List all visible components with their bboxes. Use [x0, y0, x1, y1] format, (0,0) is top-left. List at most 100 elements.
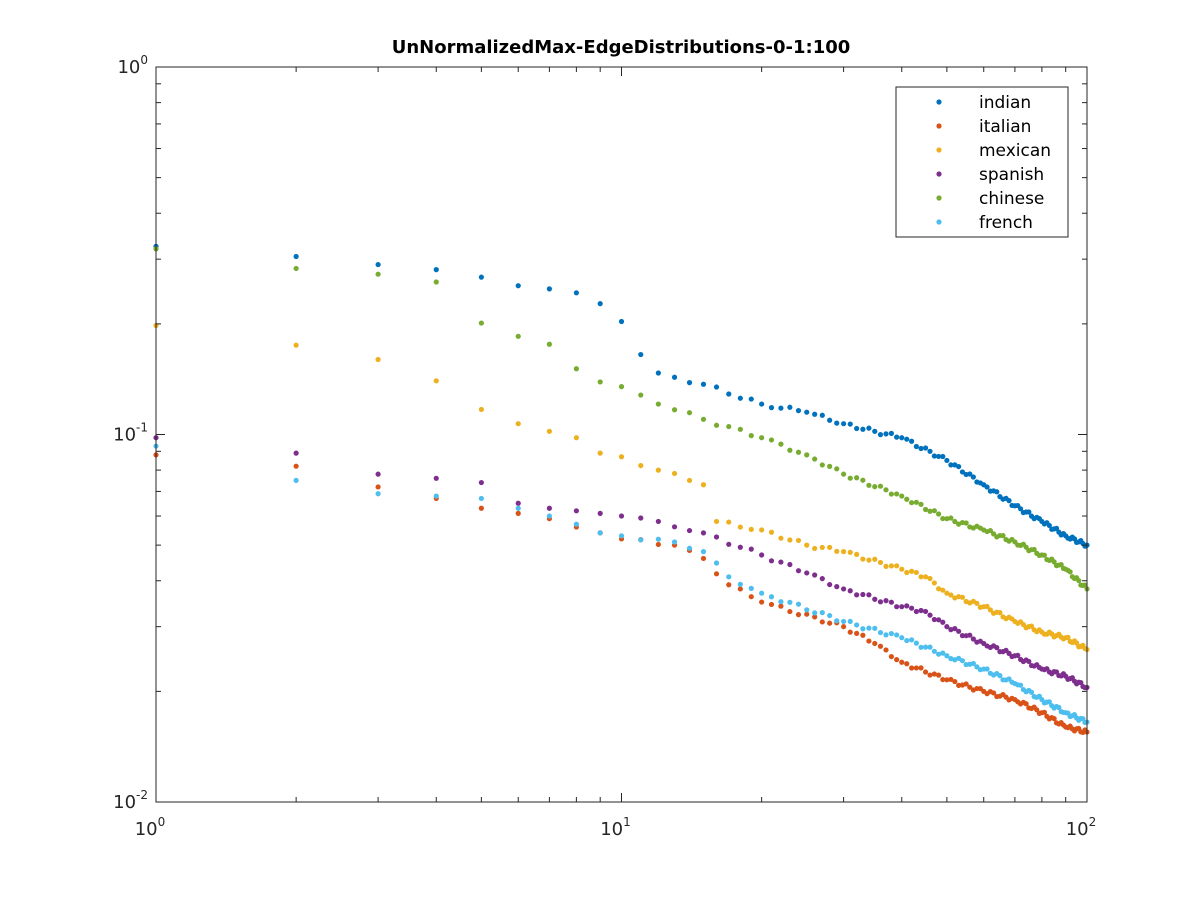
point-indian-54 — [959, 469, 966, 475]
point-chinese-7 — [546, 341, 552, 347]
point-indian-64 — [994, 489, 1000, 495]
point-chinese-39 — [894, 491, 900, 497]
point-mexican-20 — [759, 527, 765, 533]
point-italian-22 — [778, 603, 784, 609]
point-italian-5 — [478, 505, 484, 511]
point-italian-34 — [866, 638, 872, 644]
point-indian-18 — [737, 395, 743, 401]
point-spanish-19 — [748, 546, 754, 552]
point-indian-4 — [433, 267, 439, 273]
point-indian-34 — [866, 425, 872, 431]
point-chinese-42 — [909, 500, 915, 506]
point-mexican-3 — [375, 356, 381, 363]
point-italian-23 — [787, 608, 793, 615]
point-french-21 — [768, 594, 775, 600]
point-mexican-43 — [913, 569, 919, 576]
point-french-57 — [970, 660, 976, 667]
point-mexican-31 — [847, 549, 853, 555]
point-mexican-35 — [872, 556, 878, 562]
point-chinese-33 — [860, 477, 866, 483]
point-mexican-6 — [515, 421, 521, 427]
point-french-43 — [913, 640, 919, 646]
point-spanish-20 — [759, 552, 765, 558]
point-chinese-17 — [726, 423, 732, 430]
point-italian-39 — [894, 657, 900, 663]
point-chinese-35 — [872, 484, 878, 490]
point-french-41 — [904, 637, 910, 644]
point-indian-23 — [787, 404, 793, 410]
point-french-3 — [375, 491, 381, 497]
legend-label-italian: italian — [979, 117, 1031, 137]
point-french-2 — [293, 477, 299, 484]
point-mexican-5 — [478, 406, 484, 413]
point-spanish-36 — [877, 599, 884, 605]
x-tick-base: 10 — [1066, 819, 1089, 840]
point-french-34 — [866, 625, 872, 631]
point-spanish-24 — [795, 568, 802, 574]
point-indian-75 — [1026, 509, 1032, 515]
point-chinese-81 — [1041, 552, 1047, 558]
point-mexican-58 — [974, 600, 980, 606]
point-italian-48 — [936, 672, 942, 678]
point-chinese-12 — [655, 401, 661, 407]
point-french-14 — [686, 545, 693, 551]
legend-box — [895, 86, 1069, 238]
point-indian-14 — [686, 380, 693, 386]
point-spanish-54 — [959, 633, 966, 639]
point-french-37 — [883, 632, 889, 638]
point-italian-15 — [700, 555, 707, 562]
point-mexican-16 — [713, 518, 720, 525]
point-chinese-37 — [883, 487, 889, 493]
series-indian — [153, 243, 1090, 549]
point-indian-68 — [1006, 498, 1012, 504]
point-indian-21 — [768, 405, 775, 411]
point-indian-12 — [655, 370, 661, 376]
point-chinese-14 — [686, 410, 693, 416]
point-french-36 — [877, 629, 884, 636]
legend-marker-french — [936, 219, 942, 225]
point-indian-15 — [700, 381, 707, 387]
point-mexican-42 — [909, 568, 915, 574]
point-chinese-43 — [913, 499, 919, 505]
point-italian-30 — [841, 624, 847, 630]
y-tick-label: 10-2 — [113, 788, 148, 813]
point-indian-19 — [748, 396, 754, 402]
point-mexican-28 — [827, 544, 833, 551]
legend-label-french: french — [979, 213, 1033, 233]
point-mexican-25 — [804, 542, 810, 548]
point-french-61 — [984, 666, 990, 672]
legend-marker-spanish — [936, 171, 942, 177]
point-french-25 — [804, 607, 810, 613]
point-mexican-39 — [894, 563, 900, 569]
point-spanish-11 — [638, 515, 644, 521]
point-indian-28 — [827, 417, 833, 423]
point-mexican-95 — [1074, 640, 1080, 646]
point-chinese-92 — [1067, 569, 1073, 575]
series-mexican — [153, 322, 1090, 653]
point-spanish-32 — [854, 592, 860, 598]
point-french-8 — [573, 521, 579, 527]
point-chinese-19 — [748, 433, 754, 439]
point-indian-7 — [546, 286, 552, 292]
point-french-27 — [819, 610, 825, 616]
point-italian-74 — [1023, 701, 1029, 707]
point-spanish-52 — [952, 626, 958, 632]
point-spanish-8 — [573, 508, 579, 514]
series-french — [153, 443, 1090, 726]
point-spanish-39 — [894, 604, 900, 610]
point-spanish-46 — [927, 612, 933, 618]
point-spanish-71 — [1015, 652, 1021, 658]
point-mexican-22 — [778, 535, 784, 541]
legend-label-spanish: spanish — [979, 165, 1044, 185]
point-italian-2 — [293, 463, 299, 469]
point-italian-33 — [860, 632, 866, 638]
point-spanish-9 — [597, 510, 603, 516]
legend-marker-italian — [936, 123, 942, 129]
point-italian-81 — [1041, 709, 1047, 715]
point-indian-46 — [927, 448, 933, 454]
point-indian-25 — [804, 409, 810, 415]
point-french-5 — [478, 495, 484, 502]
point-indian-37 — [883, 431, 889, 437]
point-spanish-18 — [737, 544, 743, 550]
point-indian-41 — [904, 436, 910, 442]
